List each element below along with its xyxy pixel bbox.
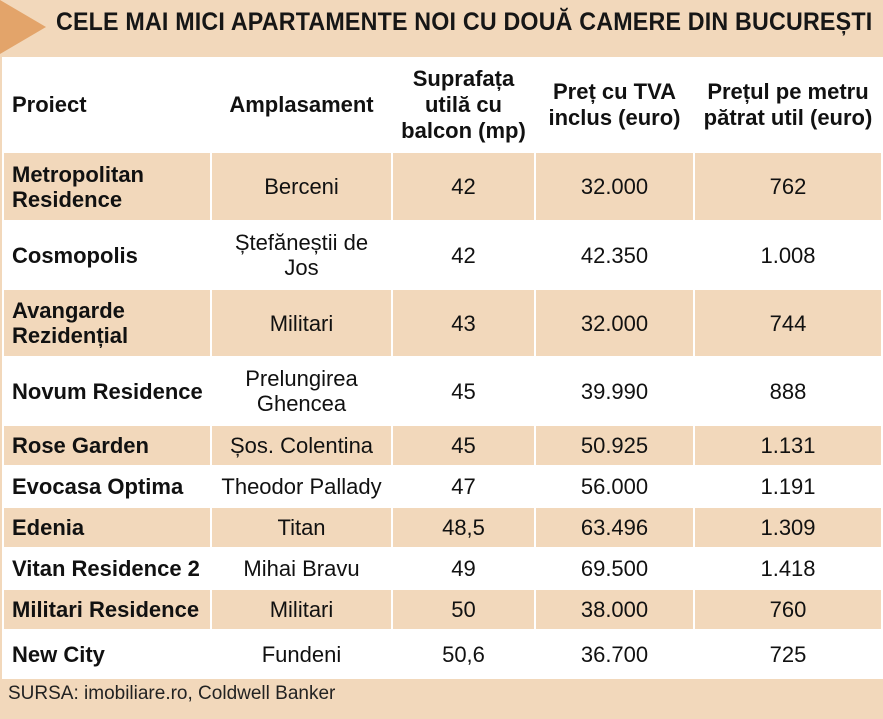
- cell-amplasament: Militari: [210, 288, 393, 358]
- column-header-amplasament: Amplasament: [210, 57, 393, 153]
- apartments-table: Proiect Amplasament Suprafața utilă cu b…: [2, 57, 883, 679]
- column-header-suprafata: Suprafața utilă cu balcon (mp): [391, 57, 536, 153]
- table-header-row: Proiect Amplasament Suprafața utilă cu b…: [2, 57, 883, 153]
- cell-amplasament: Ștefăneștii de Jos: [210, 220, 393, 290]
- table-row: Edenia Titan 48,5 63.496 1.309: [2, 506, 883, 549]
- cell-suprafata: 48,5: [391, 506, 536, 549]
- cell-suprafata: 43: [391, 288, 536, 358]
- cell-suprafata: 47: [391, 465, 536, 508]
- cell-pret: 63.496: [534, 506, 695, 549]
- source-note: SURSA: imobiliare.ro, Coldwell Banker: [8, 683, 336, 704]
- cell-pret: 42.350: [534, 220, 695, 290]
- cell-suprafata: 49: [391, 547, 536, 590]
- table-row: Metropolitan Residence Berceni 42 32.000…: [2, 151, 883, 222]
- cell-suprafata: 42: [391, 151, 536, 222]
- cell-proiect: Cosmopolis: [2, 220, 212, 290]
- table-row: Rose Garden Șos. Colentina 45 50.925 1.1…: [2, 424, 883, 467]
- cell-proiect: Metropolitan Residence: [2, 151, 212, 222]
- cell-pret-mp: 725: [693, 629, 883, 679]
- cell-pret: 36.700: [534, 629, 695, 679]
- column-header-proiect: Proiect: [2, 57, 212, 153]
- cell-pret-mp: 1.191: [693, 465, 883, 508]
- cell-proiect: Novum Residence: [2, 356, 212, 426]
- arrow-icon: [0, 0, 46, 54]
- table-row: Evocasa Optima Theodor Pallady 47 56.000…: [2, 465, 883, 508]
- cell-pret-mp: 1.008: [693, 220, 883, 290]
- column-header-pret-mp: Prețul pe metru pătrat util (euro): [693, 57, 883, 153]
- cell-pret-mp: 1.418: [693, 547, 883, 590]
- cell-suprafata: 42: [391, 220, 536, 290]
- column-header-pret: Preț cu TVA inclus (euro): [534, 57, 695, 153]
- cell-amplasament: Theodor Pallady: [210, 465, 393, 508]
- table-row: Novum Residence Prelungirea Ghencea 45 3…: [2, 356, 883, 426]
- cell-suprafata: 50,6: [391, 629, 536, 679]
- cell-amplasament: Berceni: [210, 151, 393, 222]
- cell-proiect: Rose Garden: [2, 424, 212, 467]
- page-title: CELE MAI MICI APARTAMENTE NOI CU DOUĂ CA…: [56, 8, 873, 36]
- cell-pret: 32.000: [534, 151, 695, 222]
- table-row: Vitan Residence 2 Mihai Bravu 49 69.500 …: [2, 547, 883, 590]
- table-row: Avangarde Rezidențial Militari 43 32.000…: [2, 288, 883, 358]
- cell-pret-mp: 744: [693, 288, 883, 358]
- cell-amplasament: Fundeni: [210, 629, 393, 679]
- cell-pret: 69.500: [534, 547, 695, 590]
- table-row: Militari Residence Militari 50 38.000 76…: [2, 588, 883, 631]
- cell-pret: 39.990: [534, 356, 695, 426]
- cell-amplasament: Militari: [210, 588, 393, 631]
- cell-pret-mp: 1.131: [693, 424, 883, 467]
- cell-amplasament: Titan: [210, 506, 393, 549]
- cell-pret-mp: 760: [693, 588, 883, 631]
- cell-amplasament: Prelungirea Ghencea: [210, 356, 393, 426]
- cell-pret-mp: 762: [693, 151, 883, 222]
- cell-proiect: Militari Residence: [2, 588, 212, 631]
- cell-proiect: Edenia: [2, 506, 212, 549]
- cell-pret: 50.925: [534, 424, 695, 467]
- title-bar: CELE MAI MICI APARTAMENTE NOI CU DOUĂ CA…: [0, 0, 883, 54]
- cell-pret: 32.000: [534, 288, 695, 358]
- cell-proiect: Vitan Residence 2: [2, 547, 212, 590]
- cell-pret-mp: 888: [693, 356, 883, 426]
- cell-proiect: Evocasa Optima: [2, 465, 212, 508]
- cell-pret: 38.000: [534, 588, 695, 631]
- cell-suprafata: 45: [391, 424, 536, 467]
- cell-proiect: Avangarde Rezidențial: [2, 288, 212, 358]
- cell-amplasament: Mihai Bravu: [210, 547, 393, 590]
- cell-pret: 56.000: [534, 465, 695, 508]
- cell-pret-mp: 1.309: [693, 506, 883, 549]
- cell-proiect: New City: [2, 629, 212, 679]
- cell-suprafata: 50: [391, 588, 536, 631]
- cell-amplasament: Șos. Colentina: [210, 424, 393, 467]
- table-row: New City Fundeni 50,6 36.700 725: [2, 629, 883, 679]
- table-row: Cosmopolis Ștefăneștii de Jos 42 42.350 …: [2, 220, 883, 290]
- cell-suprafata: 45: [391, 356, 536, 426]
